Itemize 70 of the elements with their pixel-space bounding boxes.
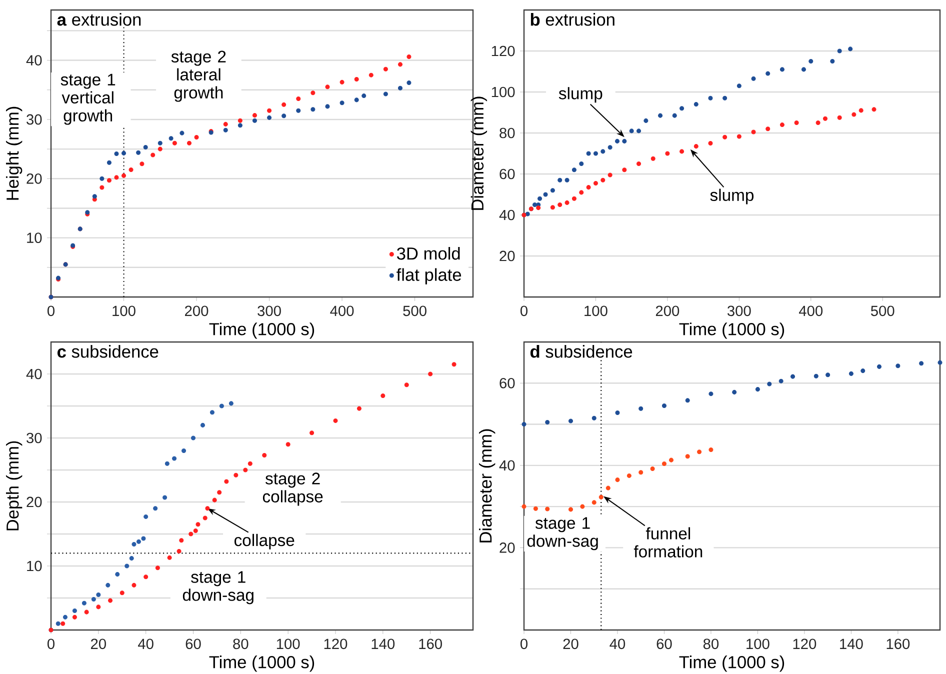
x-tick-label: 400: [330, 306, 354, 316]
chart-title: c subsidence: [57, 345, 158, 358]
annotation: stage 1 down-sag: [182, 571, 254, 604]
y-tick-label: 80: [500, 128, 515, 138]
y-tick-label: 40: [499, 210, 515, 220]
y-tick-label: 60: [500, 168, 515, 180]
annotation: stage 2 collapse: [262, 472, 323, 506]
x-tick-label: 500: [403, 306, 426, 316]
x-tick-label: 20: [563, 638, 578, 650]
x-tick-label: 200: [185, 306, 208, 316]
x-tick-label: 200: [656, 306, 680, 316]
x-tick-label: 40: [138, 638, 154, 650]
y-tick-label: 100: [492, 86, 515, 98]
x-tick-label: 40: [610, 638, 626, 650]
legend-label: 3D mold: [396, 246, 460, 260]
x-axis-title: Time (1000 s): [209, 656, 314, 672]
x-axis-title: Time (1000 s): [679, 656, 784, 672]
y-tick-label: 40: [26, 55, 42, 66]
y-tick-label: 20: [500, 250, 515, 262]
x-tick-label: 0: [520, 638, 528, 650]
x-tick-label: 0: [47, 638, 54, 650]
x-tick-label: 120: [793, 638, 816, 650]
x-tick-label: 100: [746, 638, 770, 650]
x-axis-title: Time (1000 s): [209, 322, 314, 339]
annotation: funnel formation: [634, 527, 702, 558]
y-tick-label: 20: [500, 542, 515, 553]
x-tick-label: 60: [186, 638, 201, 650]
annotation: stage 2 lateral growth: [171, 50, 226, 102]
x-axis-title: Time (1000 s): [679, 322, 784, 339]
annotation: collapse: [234, 534, 294, 550]
x-tick-label: 160: [886, 638, 910, 650]
x-tick-label: 140: [372, 638, 395, 650]
x-tick-label: 100: [584, 306, 608, 316]
chart-title: d subsidence: [530, 345, 632, 358]
y-tick-label: 120: [492, 46, 515, 56]
x-tick-label: 120: [324, 638, 348, 650]
annotation: slump: [710, 188, 754, 204]
x-tick-label: 300: [728, 306, 751, 316]
x-tick-label: 0: [47, 306, 54, 316]
x-tick-label: 20: [91, 638, 106, 650]
x-tick-label: 140: [840, 638, 863, 650]
y-tick-label: 40: [499, 460, 515, 471]
y-tick-label: 40: [26, 368, 42, 380]
x-tick-label: 100: [276, 638, 300, 650]
x-tick-label: 80: [233, 638, 248, 650]
x-tick-label: 0: [520, 306, 528, 316]
x-tick-label: 60: [656, 638, 672, 650]
y-tick-label: 10: [27, 560, 42, 572]
y-axis-title: Height (mm): [6, 106, 22, 200]
y-tick-label: 30: [26, 114, 42, 125]
x-tick-label: 100: [112, 306, 136, 316]
y-axis-title: Diameter (mm): [470, 96, 488, 210]
y-tick-label: 10: [27, 232, 42, 244]
y-tick-label: 30: [26, 432, 42, 444]
x-tick-label: 300: [258, 306, 281, 316]
annotation: stage 1 vertical growth: [60, 74, 116, 125]
x-tick-label: 160: [419, 638, 442, 650]
y-tick-label: 20: [26, 173, 42, 184]
chart-title: a extrusion: [57, 13, 141, 26]
legend-label: flat plate: [396, 268, 462, 284]
y-tick-label: 20: [26, 496, 42, 508]
y-axis-title: Depth (mm): [6, 441, 22, 530]
annotation: stage 1 down-sag: [527, 517, 598, 550]
x-tick-label: 400: [798, 306, 823, 316]
annotation: slump: [558, 87, 602, 103]
x-tick-label: 500: [870, 306, 894, 316]
y-axis-title: Diameter (mm): [479, 429, 496, 542]
x-tick-label: 80: [703, 638, 719, 650]
y-tick-label: 60: [500, 378, 515, 388]
chart-title: b extrusion: [530, 13, 614, 26]
